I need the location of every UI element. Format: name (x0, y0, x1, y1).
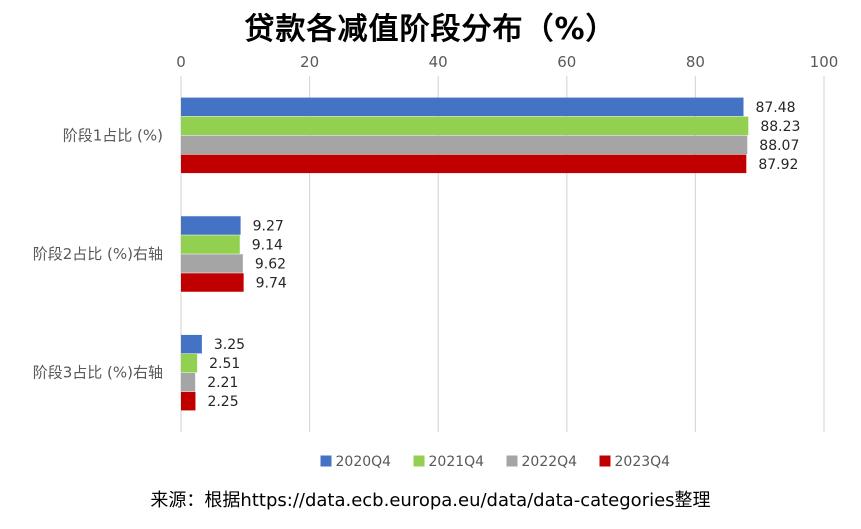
bar-2020q4 (181, 97, 744, 117)
x-tick-label: 80 (686, 53, 705, 71)
data-label: 88.23 (760, 119, 800, 135)
data-label: 9.14 (252, 238, 283, 254)
data-label: 9.27 (253, 219, 284, 235)
data-label: 88.07 (759, 138, 799, 154)
data-label: 2.25 (207, 394, 238, 410)
category-label: 阶段1占比 (%) (63, 126, 163, 144)
gridlines (180, 76, 825, 432)
bar-2023q4 (181, 273, 244, 292)
legend: 2020Q4 2021Q4 2022Q4 2023Q4 (320, 454, 671, 470)
legend-label: 2023Q4 (615, 454, 671, 470)
x-tick-label: 40 (429, 53, 448, 71)
source-note: 来源：根据https://data.ecb.europa.eu/data/dat… (150, 490, 711, 511)
data-label: 87.92 (758, 157, 798, 173)
bar-2021q4 (181, 116, 749, 136)
bar-2023q4 (181, 154, 747, 174)
bar-2022q4 (181, 372, 196, 392)
legend-label: 2022Q4 (522, 454, 578, 470)
data-label: 3.25 (214, 337, 245, 353)
bar-2020q4 (181, 216, 241, 235)
legend-swatch (599, 455, 611, 467)
x-tick-label: 100 (810, 53, 839, 71)
data-label: 2.21 (207, 375, 238, 391)
data-label: 9.74 (256, 276, 287, 292)
legend-swatch (506, 455, 518, 467)
category-label: 阶段3占比 (%)右轴 (33, 364, 163, 382)
data-label: 87.48 (755, 100, 795, 116)
legend-swatch (320, 455, 332, 467)
x-tick-label: 20 (300, 53, 319, 71)
bar-2021q4 (181, 235, 240, 254)
data-labels: 87.48 88.23 88.07 87.92 9.27 9.14 9.62 9.74 3.25… (207, 100, 800, 410)
bar-2023q4 (181, 391, 196, 411)
chart-title: 贷款各减值阶段分布（%） (244, 12, 617, 47)
bars (181, 97, 749, 411)
data-label: 9.62 (255, 257, 286, 273)
legend-label: 2020Q4 (336, 454, 392, 470)
bar-2021q4 (181, 353, 198, 373)
x-axis-ticks: 0 20 40 60 80 100 (176, 53, 838, 71)
legend-swatch (413, 455, 425, 467)
bar-2022q4 (181, 135, 748, 155)
category-label: 阶段2占比 (%)右轴 (33, 245, 163, 263)
bar-2020q4 (181, 334, 202, 354)
x-tick-label: 60 (557, 53, 576, 71)
bar-2022q4 (181, 254, 243, 273)
x-tick-label: 0 (176, 53, 186, 71)
legend-label: 2021Q4 (429, 454, 485, 470)
data-label: 2.51 (209, 356, 240, 372)
